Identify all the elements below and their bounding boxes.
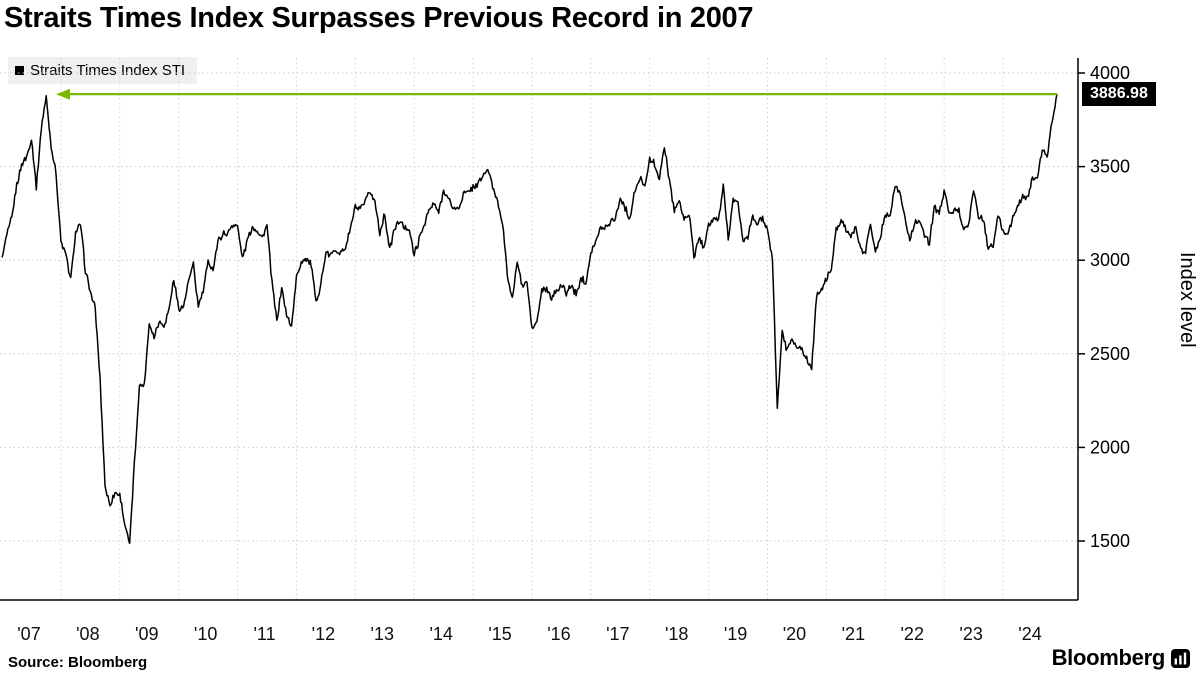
bloomberg-wordmark: Bloomberg	[1051, 645, 1166, 670]
x-tick-label: '18	[665, 624, 688, 644]
legend-label: Straits Times Index STI	[30, 62, 186, 79]
x-tick-label: '14	[429, 624, 452, 644]
y-tick-label: 2000	[1090, 437, 1130, 457]
x-tick-label: '09	[135, 624, 158, 644]
x-tick-label: '22	[901, 624, 924, 644]
record-arrow-head	[56, 88, 70, 100]
bloomberg-chart-icon	[1171, 648, 1190, 668]
y-tick-label: 3000	[1090, 250, 1130, 270]
legend: Straits Times Index STI	[8, 57, 198, 84]
record-badge: 3886.98	[1082, 82, 1156, 106]
bloomberg-logo: Bloomberg	[1052, 645, 1190, 671]
y-tick-label: 1500	[1090, 531, 1130, 551]
y-tick-label: 2500	[1090, 344, 1130, 364]
x-tick-label: '11	[253, 624, 275, 644]
x-tick-label: '08	[76, 624, 99, 644]
source-label: Source: Bloomberg	[8, 654, 148, 671]
x-tick-label: '15	[488, 624, 511, 644]
y-tick-label: 4000	[1090, 63, 1130, 83]
y-axis-title: Index level	[1176, 252, 1198, 348]
x-tick-label: '24	[1018, 624, 1041, 644]
x-tick-label: '17	[606, 624, 629, 644]
sti-line-series	[1, 94, 1058, 545]
chart-title: Straits Times Index Surpasses Previous R…	[4, 2, 754, 34]
x-tick-label: '19	[724, 624, 747, 644]
x-tick-label: '20	[783, 624, 806, 644]
x-tick-label: '07	[17, 624, 40, 644]
x-tick-label: '13	[371, 624, 394, 644]
legend-marker-icon	[15, 66, 24, 75]
x-tick-label: '12	[312, 624, 335, 644]
x-tick-label: '21	[842, 624, 865, 644]
x-tick-label: '16	[547, 624, 570, 644]
x-tick-label: '23	[959, 624, 982, 644]
x-tick-label: '10	[194, 624, 217, 644]
y-tick-label: 3500	[1090, 157, 1130, 177]
